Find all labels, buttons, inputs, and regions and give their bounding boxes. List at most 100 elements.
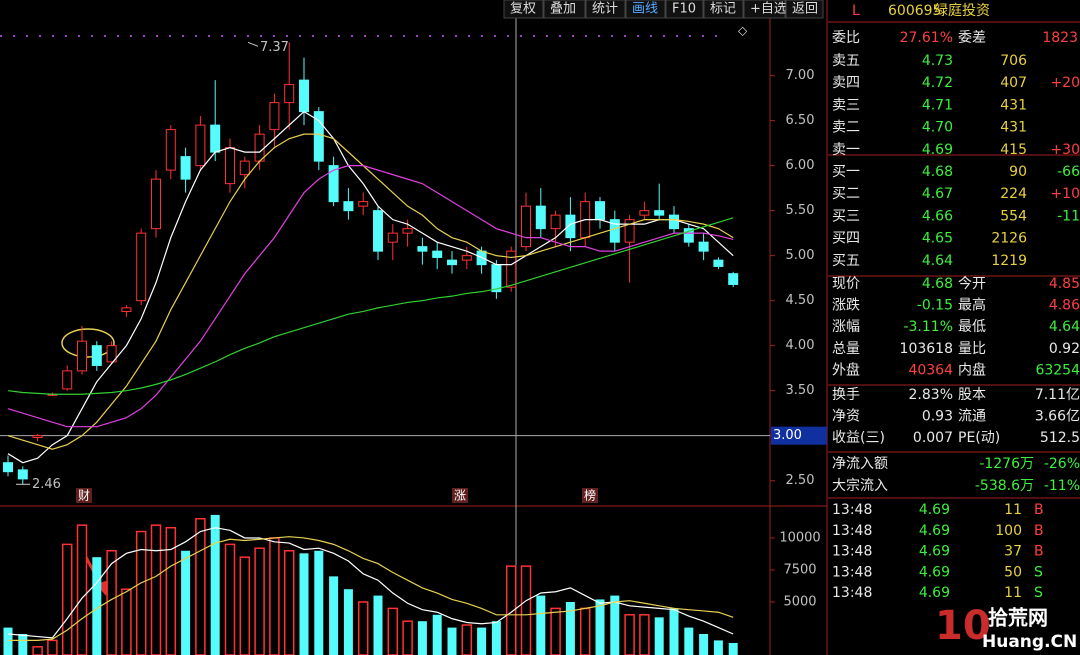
flag: L	[852, 3, 860, 19]
toolbar-button[interactable]	[585, 0, 626, 19]
trade-price: 4.69	[919, 502, 950, 518]
volume-bar	[76, 524, 88, 655]
volume-bar	[654, 617, 664, 655]
volume-bar	[92, 557, 102, 655]
toolbar-label[interactable]: 返回	[792, 2, 818, 17]
volume-bar	[699, 634, 709, 655]
book-label: 卖一	[832, 142, 860, 158]
flow-label: 大宗流入	[832, 478, 888, 494]
volume-bar	[18, 634, 28, 655]
book-price: 4.66	[922, 208, 953, 224]
toolbar-label[interactable]: 画线	[632, 2, 658, 17]
book-label: 卖五	[832, 53, 860, 69]
stat-value: 4.86	[1049, 298, 1080, 314]
book-label: 买二	[832, 186, 860, 202]
stat-label: 净资	[832, 409, 860, 425]
candle-body	[284, 84, 295, 104]
trade-volume: 100	[995, 523, 1022, 539]
volume-bar	[299, 553, 309, 655]
stat-value: -0.15	[917, 298, 953, 314]
volume-bar	[520, 565, 532, 655]
stat-label: 量比	[958, 341, 986, 357]
toolbar-label[interactable]: +自选	[750, 2, 787, 17]
volume-bar	[536, 595, 546, 655]
volume-bar	[432, 614, 442, 655]
trade-time: 13:48	[832, 564, 872, 580]
toolbar-button[interactable]	[625, 0, 666, 19]
book-change: -11	[1057, 208, 1080, 224]
stat-label: PE(动)	[958, 430, 1000, 446]
volume-bar	[314, 550, 324, 655]
toolbar-button[interactable]	[703, 0, 744, 19]
toolbar-label[interactable]: 统计	[592, 2, 618, 17]
event-marker-bg[interactable]	[452, 488, 468, 503]
y-tick-label: 5000	[783, 594, 816, 609]
candle-body	[698, 241, 709, 252]
book-price: 4.72	[922, 75, 953, 91]
event-marker[interactable]: 榜	[584, 488, 596, 503]
stat-value: 0.007	[913, 430, 953, 446]
volume-bar	[477, 627, 487, 655]
flow-value: -1276万	[979, 456, 1034, 472]
toolbar-button[interactable]	[743, 0, 786, 19]
stat-value: 40364	[908, 362, 953, 378]
toolbar-button[interactable]	[543, 0, 586, 19]
volume-bar	[579, 607, 591, 655]
book-price: 4.65	[922, 231, 953, 247]
book-volume: 706	[1000, 53, 1027, 69]
candle-body	[373, 210, 383, 252]
event-marker[interactable]: 涨	[454, 488, 466, 503]
toolbar-button[interactable]	[665, 0, 704, 19]
stat-value: 3.66亿	[1035, 409, 1080, 425]
book-price: 4.68	[922, 164, 953, 180]
event-marker-bg[interactable]	[76, 488, 92, 503]
volume-bar	[150, 524, 162, 655]
trade-price: 4.69	[919, 564, 950, 580]
stat-label: 股本	[958, 387, 986, 403]
volume-bar	[121, 588, 132, 655]
candle-body	[328, 165, 339, 203]
stat-value: 2.83%	[909, 387, 953, 403]
watermark-logo: 10	[935, 603, 991, 649]
book-label: 买四	[832, 231, 860, 247]
volume-bar	[283, 550, 295, 655]
candle-body	[136, 232, 147, 302]
volume-bar	[373, 595, 383, 655]
y-tick-label: 2.50	[786, 473, 815, 488]
stat-value: 4.64	[1049, 319, 1080, 335]
toolbar-label[interactable]: F10	[672, 2, 696, 17]
toolbar-label[interactable]: 复权	[510, 1, 536, 17]
candle-body	[550, 214, 561, 230]
diamond-icon[interactable]: ◇	[738, 24, 748, 38]
volume-bar	[343, 589, 353, 655]
toolbar-button[interactable]	[785, 0, 824, 19]
volume-bar	[610, 595, 620, 655]
trade-side: B	[1034, 544, 1044, 560]
stat-value: 63254	[1035, 362, 1080, 378]
crosshair-box	[771, 426, 827, 445]
y-tick-label: 4.00	[786, 338, 815, 353]
book-volume: 1219	[991, 253, 1027, 269]
event-marker-bg[interactable]	[582, 488, 598, 503]
max-arrow	[247, 41, 259, 47]
toolbar-button[interactable]	[503, 0, 544, 19]
candle-body	[343, 201, 354, 212]
ma-line	[7, 217, 734, 395]
book-price: 4.70	[922, 120, 953, 136]
min-label: 2.46	[32, 477, 61, 492]
toolbar-label[interactable]: 标记	[710, 2, 736, 17]
volume-bar	[639, 614, 650, 655]
volume-bar	[402, 620, 413, 655]
candle-body	[521, 205, 531, 248]
book-price: 4.69	[922, 142, 953, 158]
label: 委差	[958, 30, 986, 46]
trade-volume: 50	[1004, 564, 1022, 580]
watermark-name: 拾荒网	[988, 606, 1048, 630]
event-marker[interactable]: 财	[78, 489, 90, 503]
crosshair-label: 3.00	[773, 428, 802, 443]
flow-pct: -11%	[1044, 478, 1080, 494]
toolbar-label[interactable]: 叠加	[550, 2, 576, 17]
volume-bar	[713, 640, 723, 655]
trade-time: 13:48	[832, 544, 872, 560]
